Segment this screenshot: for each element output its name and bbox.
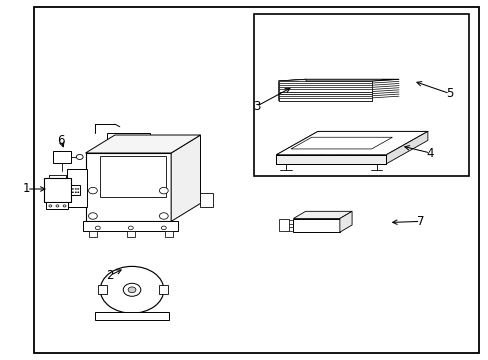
- Bar: [276, 155, 386, 164]
- Bar: [126, 231, 134, 237]
- Polygon shape: [278, 79, 398, 81]
- Bar: [254, 14, 468, 176]
- Circle shape: [75, 192, 77, 193]
- Text: 2: 2: [106, 269, 114, 282]
- Polygon shape: [85, 135, 200, 153]
- Bar: [89, 231, 97, 237]
- Bar: [293, 219, 339, 232]
- Circle shape: [159, 187, 168, 194]
- Text: 1: 1: [23, 183, 31, 195]
- Text: 3: 3: [252, 100, 260, 113]
- Text: 6: 6: [57, 134, 65, 147]
- Circle shape: [95, 226, 100, 230]
- Polygon shape: [290, 137, 391, 149]
- Text: 4: 4: [426, 147, 433, 159]
- Polygon shape: [278, 83, 371, 86]
- Bar: [83, 221, 178, 231]
- Polygon shape: [278, 85, 371, 88]
- Bar: [107, 133, 149, 153]
- Text: 5: 5: [445, 87, 453, 100]
- Bar: [159, 285, 167, 294]
- Polygon shape: [278, 96, 371, 99]
- Circle shape: [100, 266, 163, 313]
- Polygon shape: [386, 131, 427, 164]
- Bar: [200, 193, 212, 207]
- Polygon shape: [276, 131, 427, 155]
- Polygon shape: [278, 79, 305, 101]
- Bar: [164, 231, 172, 237]
- Circle shape: [75, 188, 77, 190]
- Bar: [44, 178, 71, 202]
- Circle shape: [56, 205, 59, 207]
- Bar: [53, 151, 71, 163]
- Bar: [278, 219, 289, 231]
- Polygon shape: [171, 135, 200, 221]
- Circle shape: [76, 154, 83, 159]
- Circle shape: [88, 213, 97, 219]
- Text: 7: 7: [416, 215, 424, 228]
- Circle shape: [88, 187, 97, 194]
- Bar: [67, 169, 86, 207]
- Circle shape: [161, 226, 166, 230]
- Circle shape: [63, 205, 66, 207]
- Circle shape: [128, 226, 133, 230]
- Bar: [95, 312, 168, 320]
- Bar: [276, 155, 386, 164]
- Circle shape: [128, 287, 136, 293]
- Bar: [100, 156, 166, 197]
- Bar: [71, 185, 80, 194]
- Polygon shape: [278, 98, 371, 101]
- Polygon shape: [278, 91, 371, 94]
- Polygon shape: [278, 81, 371, 84]
- Circle shape: [72, 192, 74, 193]
- Circle shape: [72, 188, 74, 190]
- Circle shape: [123, 283, 141, 296]
- Polygon shape: [278, 87, 371, 90]
- Circle shape: [77, 192, 79, 193]
- Bar: [46, 202, 68, 209]
- Polygon shape: [278, 94, 371, 96]
- Polygon shape: [278, 89, 371, 92]
- Polygon shape: [339, 211, 351, 232]
- Circle shape: [49, 205, 52, 207]
- Polygon shape: [293, 211, 351, 219]
- Bar: [85, 153, 171, 221]
- Circle shape: [159, 213, 168, 219]
- Bar: [98, 285, 106, 294]
- Bar: [278, 81, 371, 101]
- Circle shape: [77, 188, 79, 190]
